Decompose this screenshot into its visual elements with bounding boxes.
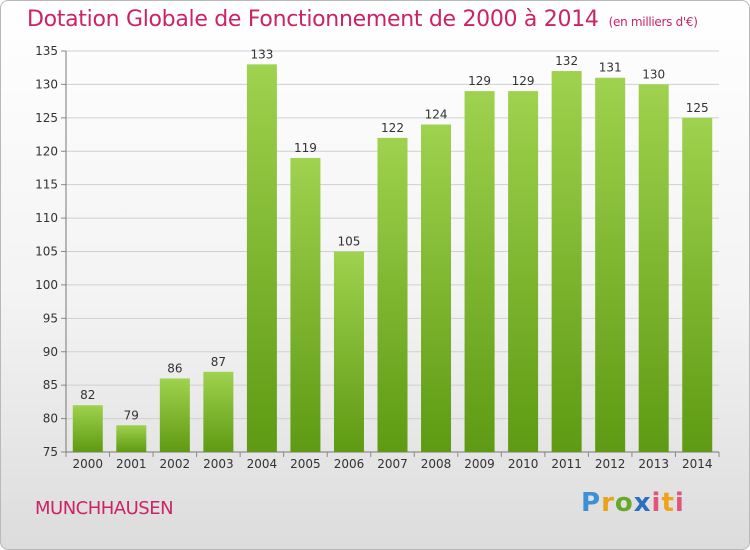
bar-value-label: 131 (599, 61, 622, 75)
bar-value-label: 82 (80, 388, 95, 402)
chart-title-text: Dotation Globale de Fonctionnement de 20… (27, 7, 599, 32)
bar-value-label: 79 (124, 408, 139, 422)
proxiti-logo: Proxiti (581, 488, 685, 518)
y-tick-label: 125 (35, 111, 58, 125)
x-tick-label: 2008 (421, 457, 452, 471)
x-tick-label: 2011 (551, 457, 582, 471)
bar-value-label: 105 (338, 235, 361, 249)
bar (421, 124, 452, 453)
y-tick-label: 120 (35, 144, 58, 158)
bar-value-label: 132 (555, 54, 578, 68)
bar-value-label: 86 (167, 361, 182, 375)
bar-value-label: 133 (250, 47, 273, 61)
x-tick-label: 2001 (116, 457, 147, 471)
bar-value-label: 129 (468, 74, 491, 88)
bar-value-label: 87 (211, 355, 226, 369)
bar (464, 91, 495, 452)
x-tick-label: 2002 (160, 457, 191, 471)
x-tick-label: 2000 (72, 457, 103, 471)
y-tick-label: 80 (43, 412, 58, 426)
bar-value-label: 124 (425, 108, 448, 122)
bar (377, 137, 408, 452)
bar (116, 425, 147, 452)
bar (246, 64, 277, 452)
bar (333, 251, 364, 452)
x-tick-label: 2013 (638, 457, 669, 471)
commune-name: MUNCHHAUSEN (35, 498, 174, 519)
y-tick-label: 100 (35, 278, 58, 292)
x-tick-label: 2005 (290, 457, 321, 471)
bar (290, 157, 321, 452)
y-tick-label: 85 (43, 378, 58, 392)
x-tick-label: 2006 (334, 457, 365, 471)
x-tick-label: 2004 (247, 457, 278, 471)
bar (551, 71, 582, 453)
y-tick-label: 115 (35, 178, 58, 192)
bar (508, 91, 539, 452)
bar (72, 405, 103, 452)
y-tick-label: 105 (35, 245, 58, 259)
x-tick-label: 2003 (203, 457, 234, 471)
bar (638, 84, 669, 453)
y-tick-label: 95 (43, 311, 58, 325)
x-tick-label: 2012 (595, 457, 626, 471)
x-tick-label: 2009 (464, 457, 495, 471)
bar (203, 371, 234, 452)
bar-value-label: 130 (642, 67, 665, 81)
y-tick-label: 135 (35, 44, 58, 58)
chart-unit: (en milliers d'€) (608, 15, 698, 29)
bar-value-label: 122 (381, 121, 404, 135)
bar-value-label: 119 (294, 141, 317, 155)
x-tick-label: 2010 (508, 457, 539, 471)
bar-value-label: 125 (686, 101, 709, 115)
x-tick-label: 2014 (682, 457, 713, 471)
bar-value-label: 129 (512, 74, 535, 88)
y-tick-label: 75 (43, 445, 58, 459)
y-tick-label: 130 (35, 77, 58, 91)
bar (159, 378, 190, 452)
y-tick-label: 90 (43, 345, 58, 359)
bar (595, 77, 626, 452)
x-tick-label: 2007 (377, 457, 408, 471)
chart-title: Dotation Globale de Fonctionnement de 20… (27, 7, 698, 32)
y-tick-label: 110 (35, 211, 58, 225)
bar (682, 117, 713, 452)
